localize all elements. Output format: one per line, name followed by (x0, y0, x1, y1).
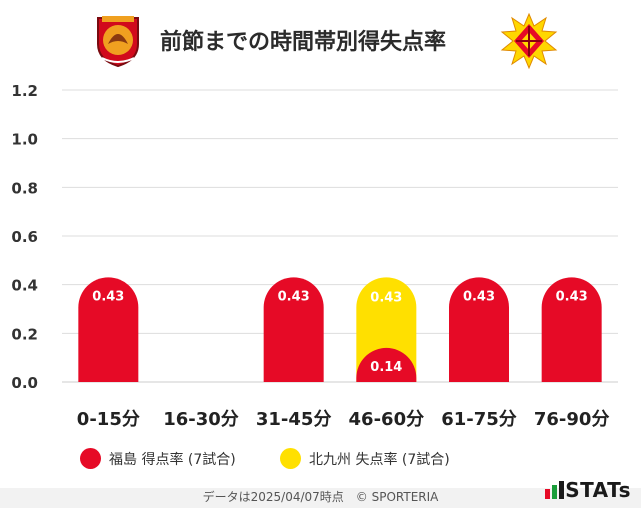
stats-bars-icon (545, 481, 565, 499)
bar-fukushima (356, 347, 417, 382)
legend-dot-yellow-icon (280, 448, 301, 469)
legend-item-fukushima: 福島 得点率 (7試合) (80, 448, 236, 469)
legend-label-kitakyushu: 北九州 失点率 (7試合) (309, 451, 450, 468)
fukushima-crest-icon (92, 14, 144, 72)
data-label-fukushima: 0.43 (556, 289, 588, 304)
x-tick-label: 16-30分 (163, 409, 239, 430)
data-label-fukushima: 0.43 (92, 289, 124, 304)
stats-brand: STATs (565, 478, 631, 502)
bar-fukushima (449, 277, 509, 382)
y-tick-label: 1.0 (11, 131, 38, 149)
bar-fukushima (263, 277, 324, 382)
footer-credit: データは2025/04/07時点 © SPORTERIA (202, 490, 439, 504)
bar-fukushima (78, 277, 139, 382)
stats-logo: STATs (545, 478, 631, 502)
page-title: 前節までの時間帯別得失点率 (160, 30, 447, 55)
bar-fukushima (541, 277, 602, 382)
chart-card: 前節までの時間帯別得失点率 0.0 0.2 0.4 0.6 0.8 1.0 1.2 0.43 0… (0, 0, 641, 488)
data-label-fukushima: 0.43 (463, 289, 495, 304)
y-tick-label: 1.2 (11, 82, 38, 100)
kitakyushu-crest-icon (500, 12, 558, 74)
x-tick-label: 61-75分 (441, 409, 517, 430)
y-tick-label: 0.8 (11, 179, 38, 197)
y-tick-label: 0.2 (11, 325, 38, 343)
y-tick-label: 0.6 (11, 228, 38, 246)
legend-item-kitakyushu: 北九州 失点率 (7試合) (280, 448, 450, 469)
y-tick-label: 0.4 (11, 277, 38, 295)
y-tick-label: 0.0 (11, 374, 38, 392)
time-period-bar-chart: 0.0 0.2 0.4 0.6 0.8 1.0 1.2 0.43 0-15分 16-30分 0.43… (11, 82, 618, 430)
data-label-kitakyushu: 0.43 (370, 290, 402, 305)
legend-label-fukushima: 福島 得点率 (7試合) (109, 451, 236, 468)
x-tick-label: 46-60分 (349, 409, 425, 430)
x-tick-label: 31-45分 (256, 409, 332, 430)
legend-dot-red-icon (80, 448, 101, 469)
x-tick-label: 0-15分 (77, 409, 140, 430)
data-label-fukushima: 0.43 (278, 289, 310, 304)
x-tick-label: 76-90分 (534, 409, 610, 430)
data-label-fukushima: 0.14 (370, 360, 402, 375)
